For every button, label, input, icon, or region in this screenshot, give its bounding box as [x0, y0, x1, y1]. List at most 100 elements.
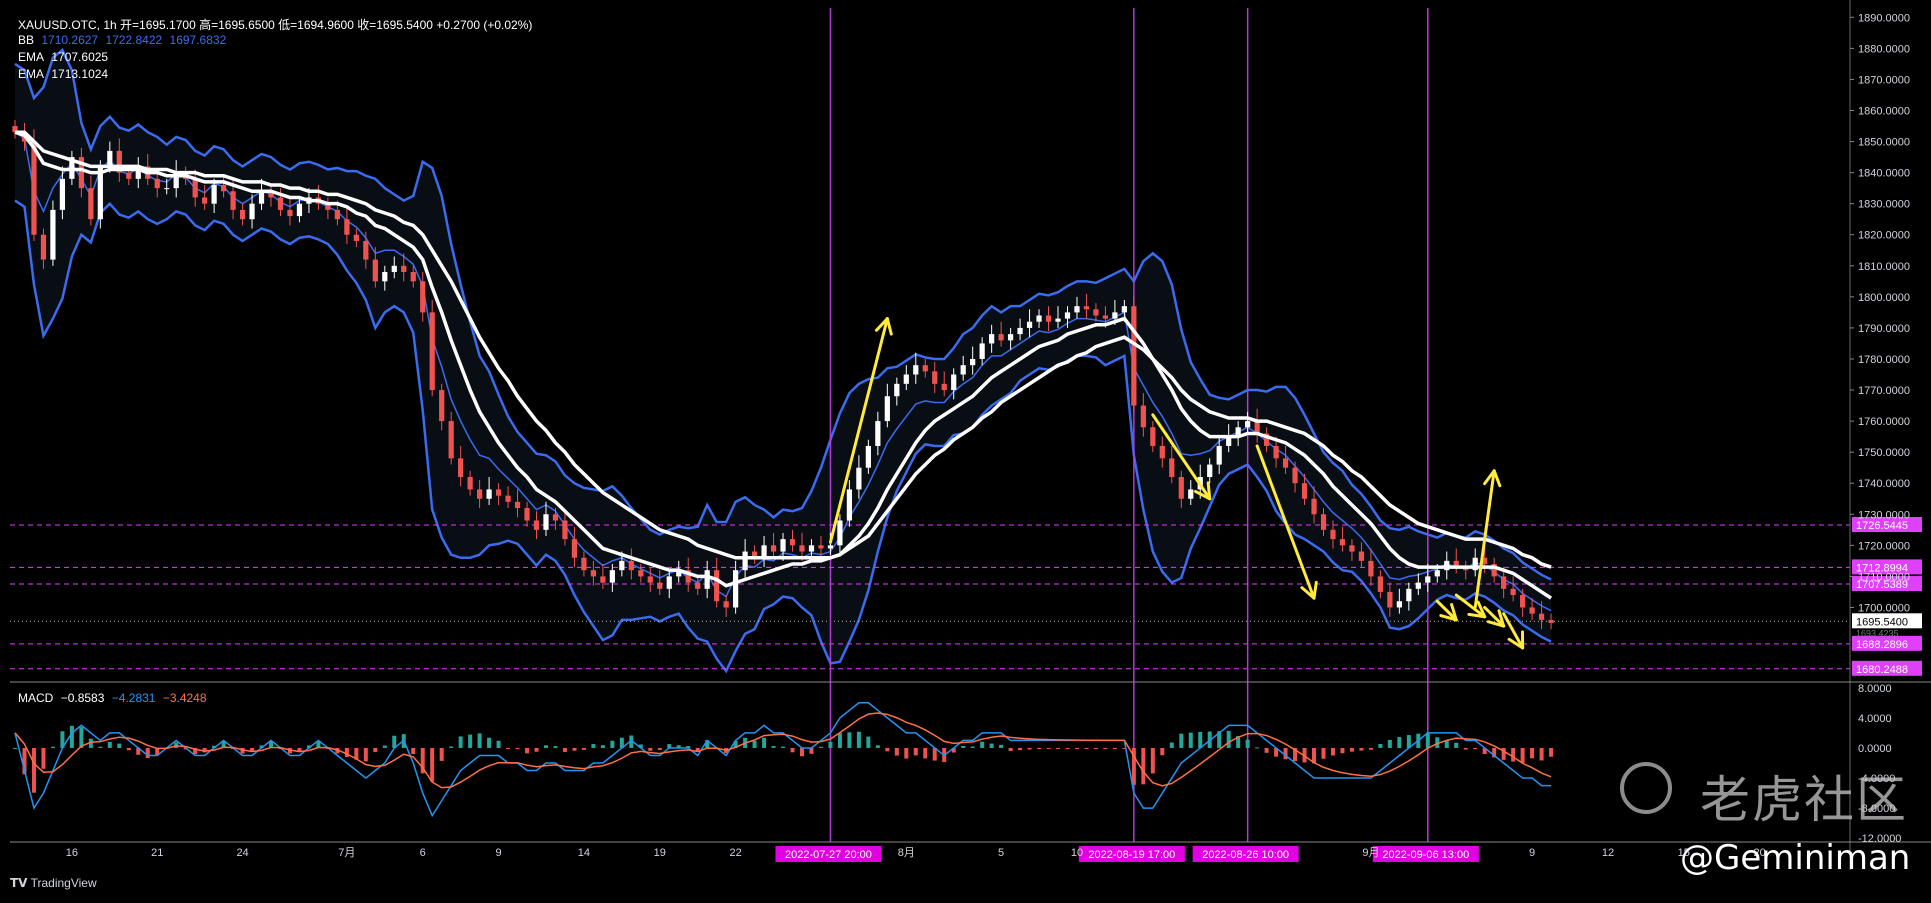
macd-histogram-bar	[98, 746, 103, 748]
macd-pane[interactable]	[13, 702, 1554, 818]
candle-body	[1102, 315, 1109, 319]
time-tick-label: 16	[66, 847, 78, 859]
candle-body	[1055, 318, 1061, 322]
candle-body	[1358, 551, 1365, 561]
time-tick-label: 5	[998, 847, 1004, 859]
annotation-arrow-head	[1497, 609, 1506, 628]
macd-histogram-bar	[648, 747, 653, 751]
candle-body	[960, 365, 966, 375]
macd-histogram-bar	[1349, 747, 1354, 752]
tradingview-logo-icon: TV	[10, 876, 28, 890]
candle-body	[770, 545, 777, 552]
annotation-arrow-head	[1483, 469, 1496, 486]
candle-body	[1178, 477, 1184, 499]
candle-body	[1273, 445, 1279, 459]
macd-histogram-bar	[913, 747, 918, 756]
time-tick-label: 21	[151, 847, 163, 859]
candle-body	[401, 265, 407, 273]
candle-body	[875, 421, 881, 446]
candle-body	[562, 520, 568, 540]
price-tick-label: 1870.0000	[1858, 74, 1910, 86]
candle-body	[1216, 445, 1222, 465]
macd-histogram-bar	[363, 747, 368, 762]
candle-body	[1112, 312, 1118, 319]
macd-histogram-bar	[847, 732, 852, 748]
candle-body	[420, 281, 426, 313]
macd-tick-label: -4.0000	[1858, 773, 1895, 785]
candle-body	[941, 383, 947, 391]
time-marker-label: 2022-08-19 17:00	[1088, 849, 1175, 861]
price-tick-label: 1830.0000	[1858, 199, 1910, 211]
candle-body	[666, 576, 672, 589]
macd-histogram-bar	[240, 747, 245, 754]
annotation-arrow-head	[885, 317, 893, 336]
macd-histogram-bar	[1255, 747, 1260, 749]
bb-legend: BB 1710.2627 1722.8422 1697.6832	[18, 33, 230, 47]
macd-histogram-bar	[430, 747, 435, 782]
macd-histogram-bar	[961, 745, 966, 748]
candle-body	[1406, 588, 1412, 602]
tradingview-brand[interactable]: TV TradingView	[10, 876, 97, 890]
time-tick-label: 14	[578, 847, 590, 859]
candle-body	[1263, 433, 1270, 446]
macd-legend: MACD −0.8583 −4.2831 −3.4248	[18, 691, 211, 705]
candle-body	[543, 514, 549, 530]
macd-histogram-bar	[79, 727, 84, 748]
macd-histogram-bar	[107, 741, 112, 748]
macd-histogram-bar	[781, 746, 786, 748]
level-label: 1680.2488	[1856, 664, 1908, 676]
macd-signal-value: −4.2831	[111, 691, 156, 705]
candle-body	[1491, 563, 1497, 577]
bb-lower-value: 1697.6832	[169, 33, 227, 47]
macd-histogram-bar	[145, 747, 150, 759]
macd-histogram-bar	[837, 733, 842, 748]
macd-histogram-bar	[989, 743, 994, 748]
annotation-arrow-head	[1312, 580, 1318, 600]
level-label-box	[1852, 635, 1922, 651]
ema-slow-line	[15, 130, 1552, 569]
macd-histogram-bar	[316, 740, 321, 748]
candle-body	[1064, 312, 1071, 319]
time-tick-label: 9月	[1362, 847, 1379, 859]
macd-histogram-bar	[657, 747, 662, 750]
candle-body	[363, 240, 369, 260]
macd-histogram-bar	[250, 747, 255, 752]
macd-histogram-bar	[193, 747, 198, 755]
level-label: 1707.5389	[1856, 579, 1908, 591]
macd-histogram-bar	[619, 737, 624, 748]
macd-histogram-bar	[970, 746, 975, 748]
annotation-arrow	[1473, 469, 1496, 609]
candle-body	[173, 172, 179, 189]
candle-body	[287, 209, 293, 217]
candle-body	[1188, 489, 1194, 499]
candle-body	[922, 365, 928, 372]
candle-body	[903, 374, 909, 384]
time-marker-label: 2022-08-26 10:00	[1202, 849, 1289, 861]
macd-histogram-bar	[932, 747, 937, 761]
price-tick-label: 1800.0000	[1858, 292, 1910, 304]
time-tick-label: 12	[1602, 847, 1614, 859]
macd-histogram-bar	[1539, 747, 1544, 761]
price-tick-label: 1820.0000	[1858, 230, 1910, 242]
ema1-legend: EMA 1707.6025	[18, 50, 112, 64]
price-pane[interactable]: 1726.5445 1712.8994 1707.5389 1688.2896 1680…	[10, 8, 1922, 862]
candle-body	[1226, 436, 1232, 446]
macd-histogram-bar	[1425, 732, 1430, 748]
macd-histogram-bar	[1131, 747, 1136, 785]
annotation-arrow-head	[1439, 614, 1458, 622]
macd-histogram-bar	[449, 746, 454, 748]
macd-histogram-bar	[392, 735, 397, 748]
macd-histogram-bar	[600, 745, 605, 748]
macd-histogram-bar	[69, 725, 74, 748]
candle-body	[1169, 458, 1175, 478]
candle-body	[1520, 595, 1526, 608]
macd-histogram-bar	[638, 744, 643, 748]
macd-tick-label: -8.0000	[1858, 803, 1895, 815]
macd-histogram-bar	[1074, 747, 1079, 749]
macd-histogram-bar	[1037, 747, 1042, 750]
candle-body	[467, 477, 473, 490]
candle-body	[249, 203, 255, 220]
candle-body	[1150, 427, 1156, 446]
macd-histogram-bar	[1321, 747, 1326, 759]
